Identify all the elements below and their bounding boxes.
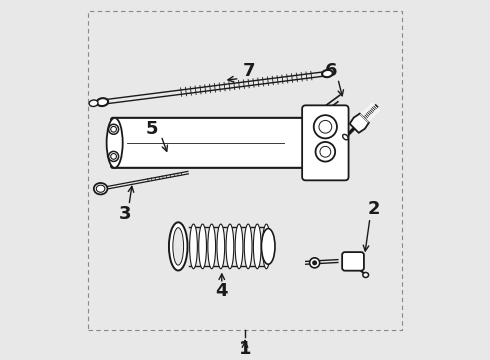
Bar [88, 11, 402, 330]
Ellipse shape [199, 224, 206, 269]
Polygon shape [350, 114, 369, 133]
Text: 7: 7 [243, 62, 255, 80]
Ellipse shape [94, 183, 107, 194]
FancyBboxPatch shape [342, 252, 364, 271]
Ellipse shape [109, 124, 119, 134]
FancyBboxPatch shape [302, 105, 348, 180]
Ellipse shape [111, 154, 117, 159]
Ellipse shape [97, 98, 108, 106]
Ellipse shape [263, 224, 270, 269]
Text: 3: 3 [119, 205, 132, 223]
Ellipse shape [109, 152, 119, 161]
Text: 6: 6 [324, 62, 337, 80]
Text: 4: 4 [216, 282, 228, 300]
Ellipse shape [217, 224, 225, 269]
Ellipse shape [316, 142, 335, 162]
Text: 1: 1 [239, 340, 251, 358]
Ellipse shape [319, 120, 332, 133]
Ellipse shape [245, 224, 252, 269]
Ellipse shape [343, 134, 348, 140]
Ellipse shape [253, 224, 261, 269]
Text: 5: 5 [146, 120, 158, 138]
Ellipse shape [89, 100, 98, 107]
Ellipse shape [111, 126, 117, 132]
Ellipse shape [173, 228, 184, 265]
Ellipse shape [235, 224, 243, 269]
Circle shape [312, 260, 317, 265]
Ellipse shape [363, 273, 368, 278]
Ellipse shape [190, 224, 197, 269]
Ellipse shape [322, 70, 333, 77]
FancyBboxPatch shape [111, 118, 311, 168]
Ellipse shape [97, 185, 105, 192]
Ellipse shape [320, 147, 331, 157]
Ellipse shape [262, 229, 275, 264]
Ellipse shape [208, 224, 216, 269]
Ellipse shape [107, 118, 122, 168]
Circle shape [310, 258, 319, 268]
Text: 2: 2 [368, 200, 380, 218]
Ellipse shape [226, 224, 234, 269]
Ellipse shape [314, 115, 337, 138]
Ellipse shape [169, 222, 188, 270]
